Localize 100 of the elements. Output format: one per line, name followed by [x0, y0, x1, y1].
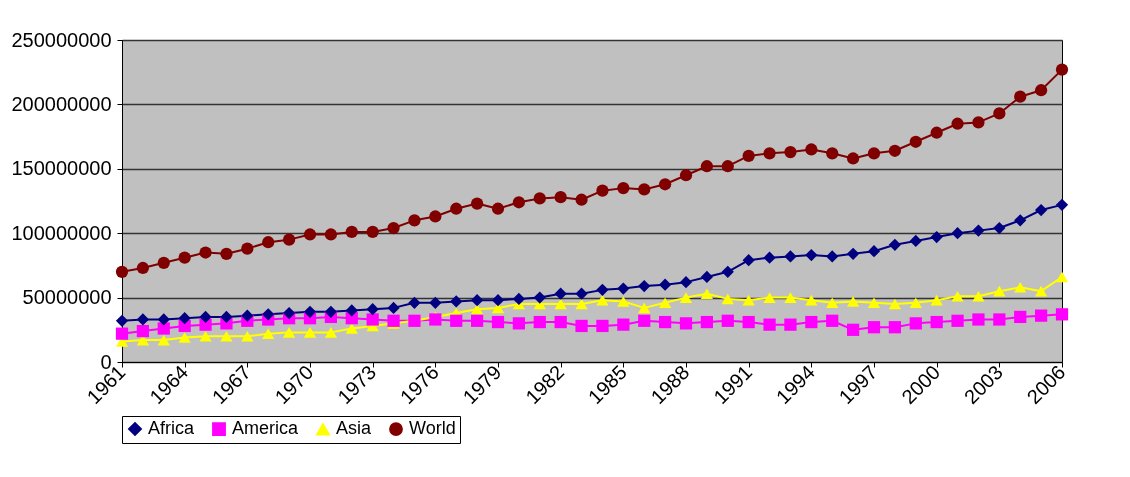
point: [491, 202, 505, 215]
point: [575, 193, 588, 206]
point: [575, 298, 588, 310]
point: [408, 214, 421, 227]
point: [700, 315, 714, 329]
point: [617, 282, 630, 295]
point: [638, 302, 651, 314]
point: [136, 324, 150, 338]
point: [450, 202, 463, 215]
point: [596, 283, 609, 296]
point: [324, 327, 338, 338]
point: [136, 313, 150, 326]
point: [512, 196, 526, 209]
point: [554, 287, 567, 300]
point: [826, 147, 839, 160]
point: [993, 313, 1006, 326]
point: [784, 250, 797, 263]
point: [826, 250, 839, 263]
point: [115, 314, 129, 327]
legend-label: America: [232, 418, 299, 439]
point: [303, 228, 317, 241]
point: [909, 317, 922, 330]
legend-label: World: [409, 418, 456, 439]
point: [617, 182, 630, 195]
point: [1055, 63, 1069, 76]
point: [951, 227, 964, 240]
point: [220, 310, 233, 324]
point: [199, 330, 212, 342]
legend-label: Africa: [148, 418, 195, 439]
y-tick-label: 0: [100, 350, 112, 373]
point: [846, 323, 860, 336]
point: [888, 238, 902, 251]
point: [450, 314, 463, 327]
point: [972, 116, 985, 129]
point: [178, 312, 191, 325]
point: [470, 294, 484, 307]
point: [1014, 214, 1027, 227]
point: [993, 285, 1006, 297]
point: [805, 143, 818, 156]
point: [1014, 281, 1027, 293]
point: [262, 308, 275, 321]
y-tick-label: 50000000: [22, 286, 112, 309]
point: [1055, 198, 1069, 211]
point: [366, 225, 379, 239]
point: [324, 305, 338, 318]
point: [282, 233, 296, 246]
point: [303, 305, 317, 318]
point: [220, 247, 233, 260]
point: [679, 317, 693, 330]
point: [199, 246, 212, 259]
point: [387, 301, 400, 315]
legend-label: Asia: [336, 418, 372, 439]
point: [1014, 90, 1027, 103]
point: [596, 294, 609, 306]
point: [721, 314, 734, 327]
point: [846, 247, 860, 260]
point: [470, 197, 484, 210]
point: [429, 296, 442, 309]
point: [721, 265, 734, 278]
point: [826, 314, 839, 327]
point: [679, 292, 693, 303]
point: [951, 117, 964, 130]
y-tick-label: 150000000: [11, 157, 112, 180]
point: [366, 313, 379, 326]
point: [993, 107, 1006, 120]
point: [512, 317, 526, 330]
point: [972, 313, 985, 326]
point: [972, 224, 985, 237]
point: [617, 296, 630, 307]
point: [700, 288, 714, 300]
point: [115, 327, 129, 340]
point: [972, 291, 985, 302]
point: [700, 270, 714, 284]
point: [867, 147, 881, 160]
point: [241, 309, 254, 322]
point: [867, 297, 881, 309]
point: [470, 314, 484, 327]
y-tick-label: 100000000: [11, 221, 112, 244]
point: [805, 248, 818, 262]
point: [721, 160, 734, 173]
y-tick-label: 200000000: [11, 92, 112, 115]
point: [679, 169, 693, 182]
point: [658, 315, 672, 329]
point: [617, 318, 630, 331]
point: [742, 294, 755, 306]
point: [1034, 309, 1048, 322]
point: [512, 292, 526, 306]
point: [178, 251, 191, 264]
point: [909, 234, 922, 248]
point: [888, 321, 902, 334]
point: [554, 298, 567, 310]
point: [262, 328, 275, 339]
point: [930, 315, 943, 329]
point: [993, 221, 1006, 235]
point: [596, 319, 609, 333]
point: [241, 330, 254, 342]
point: [533, 315, 546, 329]
point: [366, 303, 379, 316]
point: [909, 135, 922, 148]
point: [157, 256, 170, 269]
